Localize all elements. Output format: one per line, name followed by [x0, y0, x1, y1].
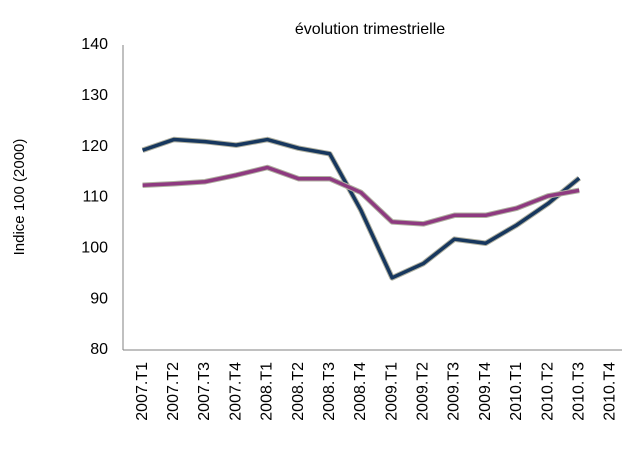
y-tick-label: 90	[90, 290, 108, 307]
x-tick-label: 2007.T1	[134, 362, 151, 421]
x-tick-label: 2009.T4	[477, 362, 494, 421]
x-tick-label: 2010.T2	[539, 362, 556, 421]
y-axis-label: Indice 100 (2000)	[11, 139, 28, 256]
series-line	[142, 137, 581, 280]
x-tick-label: 2009.T2	[415, 362, 432, 421]
y-tick-label: 140	[81, 36, 108, 53]
x-tick-label: 2007.T4	[227, 362, 244, 421]
y-tick-label: 100	[81, 240, 108, 257]
series-line	[142, 165, 580, 226]
x-tick-label: 2009.T3	[446, 362, 463, 421]
chart-title: évolution trimestrielle	[295, 21, 445, 38]
x-tick-label: 2010.T1	[508, 362, 525, 421]
x-tick-label: 2010.T4	[602, 362, 619, 421]
y-tick-label: 110	[82, 189, 108, 206]
x-tick-label: 2009.T1	[383, 362, 400, 421]
x-tick-label: 2007.T3	[196, 362, 213, 421]
x-tick-label: 2008.T3	[321, 362, 338, 421]
x-tick-label: 2008.T4	[352, 362, 369, 421]
x-tick-label: 2007.T2	[165, 362, 182, 421]
y-tick-label: 80	[90, 341, 108, 358]
x-tick-label: 2010.T3	[570, 362, 587, 421]
x-tick-label: 2008.T1	[259, 362, 276, 421]
y-tick-label: 120	[81, 138, 108, 155]
x-tick-label: 2008.T2	[290, 362, 307, 421]
y-tick-label: 130	[81, 87, 108, 104]
